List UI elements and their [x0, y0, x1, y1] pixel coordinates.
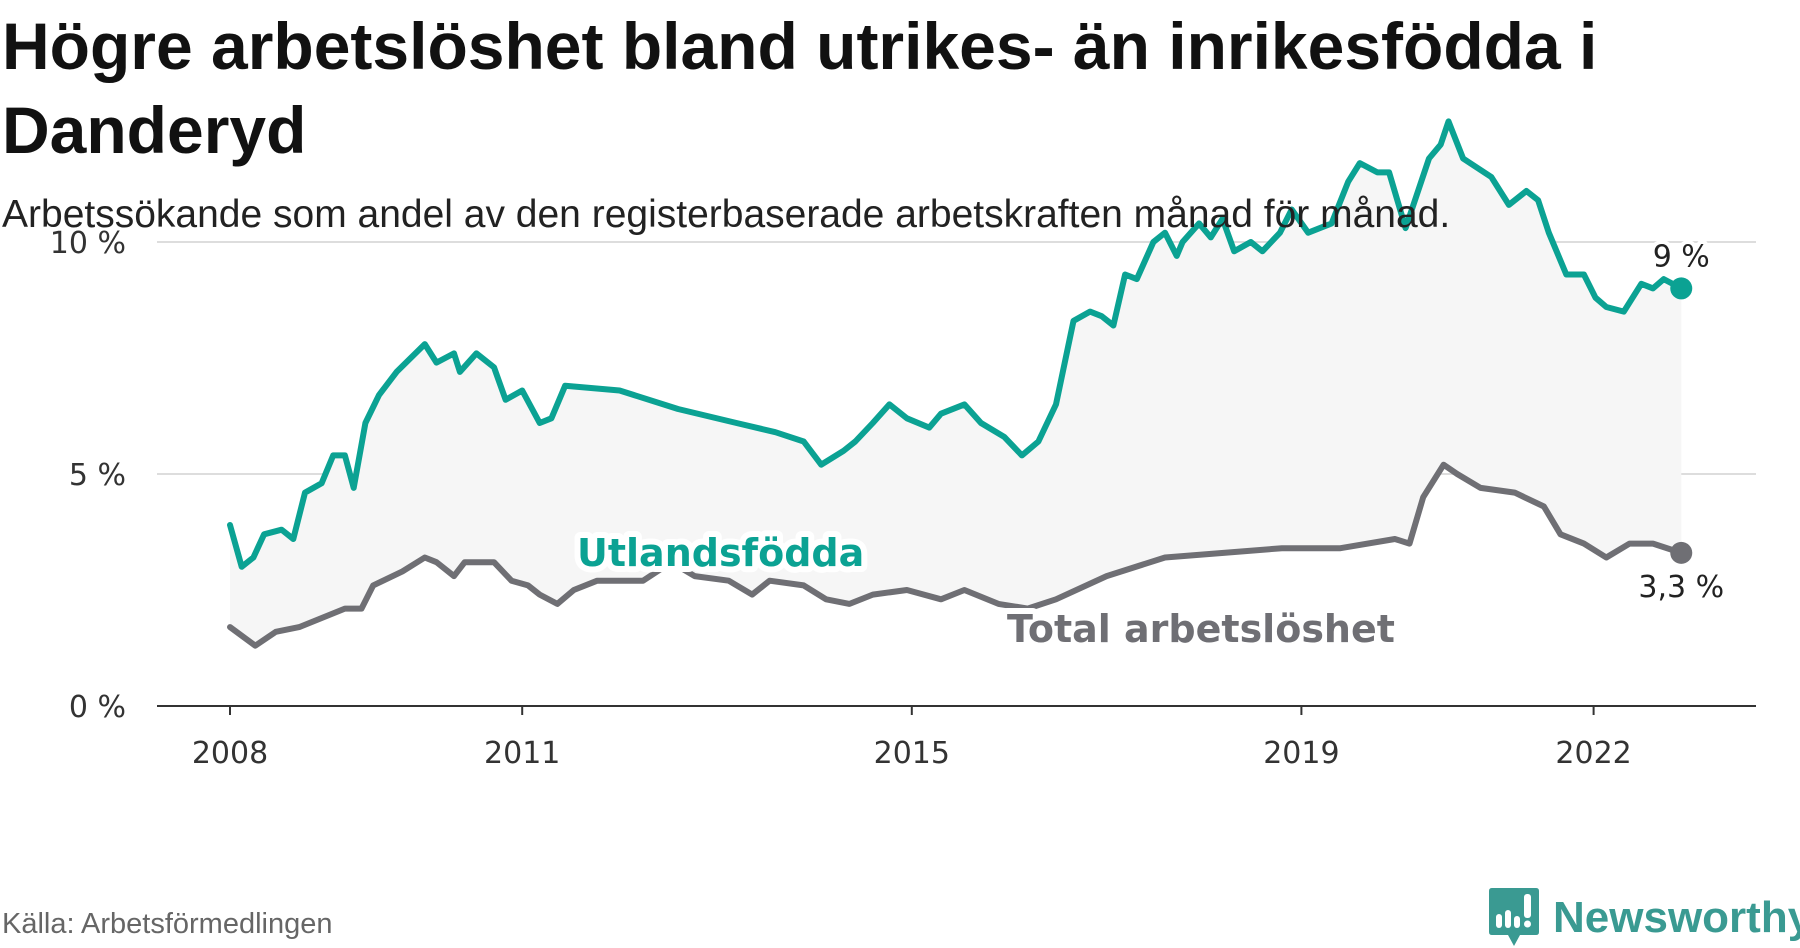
foreign-series-line — [227, 118, 1685, 570]
x-tick-label: 2011 — [484, 736, 560, 771]
line-chart: 0 % 5 % 10 % 2008 2011 2015 2019 2022 Utlandsfö… — [50, 118, 1756, 771]
x-tick-label: 2008 — [192, 736, 268, 771]
chart-subtitle: Arbetssökande som andel av den registerb… — [2, 193, 1451, 236]
x-tick-label: 2015 — [874, 736, 950, 771]
y-tick-label: 5 % — [69, 458, 126, 493]
x-tick-label: 2022 — [1555, 736, 1631, 771]
source-note: Källa: Arbetsförmedlingen — [2, 908, 333, 940]
logo-text: Newsworthy — [1553, 893, 1800, 942]
series-label-utlandsfodda: Utlandsfödda — [577, 531, 864, 575]
series-lines — [227, 118, 1693, 649]
end-value-label-total: 3,3 % — [1638, 570, 1724, 605]
chart-header: Högre arbetslöshet bland utrikes- än inr… — [2, 0, 1792, 244]
end-value-label-utlandsfodda: 9 % — [1653, 239, 1710, 274]
series-labels: Utlandsfödda Total arbetslöshet 9 % 3,3 % — [571, 235, 1728, 657]
gap-band — [230, 121, 1682, 646]
total-series-line — [227, 461, 1685, 649]
end-point-marker — [1670, 277, 1693, 300]
newsworthy-logo: Newsworthy — [1489, 888, 1800, 948]
axes: 0 % 5 % 10 % 2008 2011 2015 2019 2022 — [50, 226, 1756, 771]
series-label-total: Total arbetslöshet — [1007, 607, 1395, 651]
logo-icon — [1489, 888, 1539, 946]
x-tick-label: 2019 — [1263, 736, 1339, 771]
y-tick-label: 0 % — [69, 690, 126, 725]
end-point-marker — [1670, 541, 1693, 564]
chart-title: Högre arbetslöshet bland utrikes- än inr… — [2, 9, 1598, 167]
y-tick-label: 10 % — [50, 226, 126, 261]
